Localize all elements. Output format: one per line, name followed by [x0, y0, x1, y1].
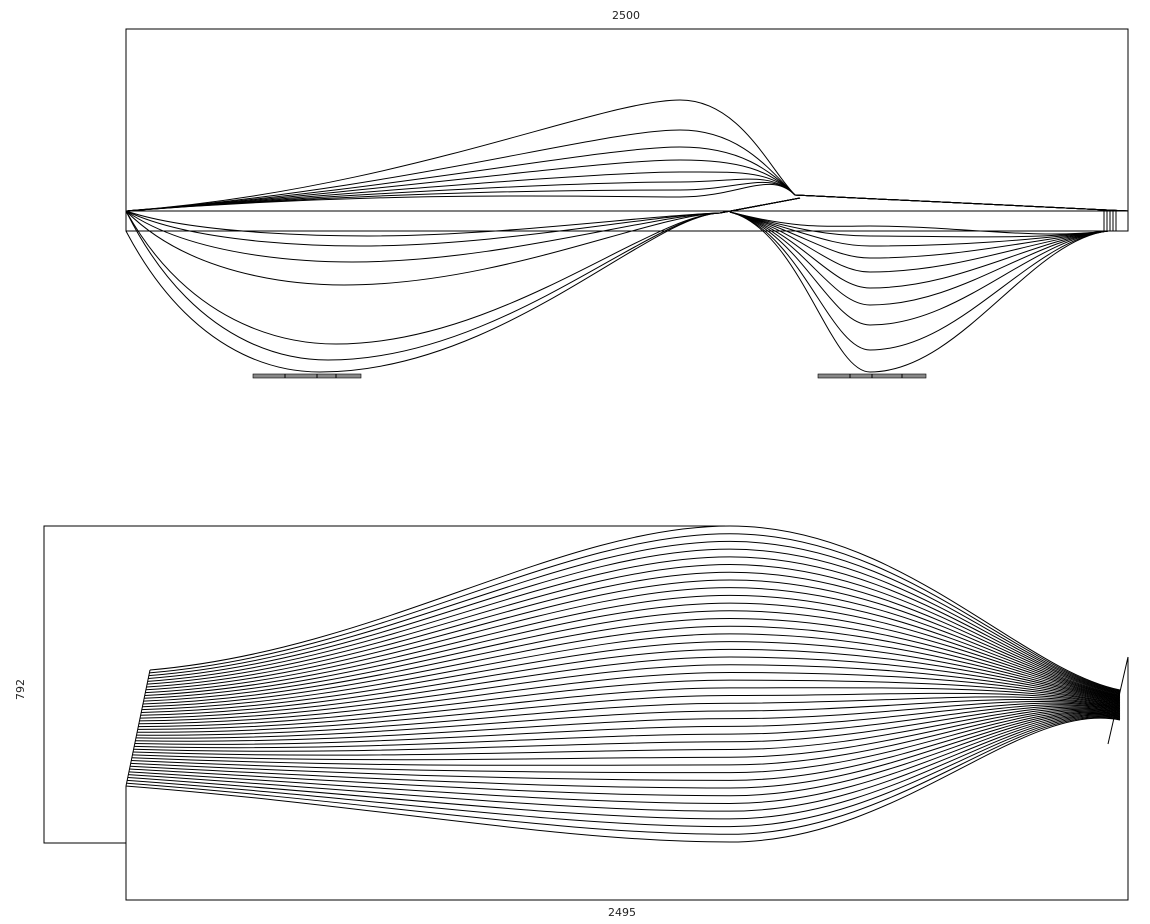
elevation-lower-curve: [125, 197, 801, 361]
elevation-right-curve: [729, 211, 1109, 247]
plan-frame-bottom: [125, 657, 1129, 901]
plan-curve: [138, 671, 1121, 725]
plan-curve: [135, 698, 1121, 739]
plan-curve: [130, 711, 1121, 789]
plan-curve: [147, 564, 1121, 695]
plan-view: [43, 525, 1129, 901]
elevation-lower-curves: [125, 197, 801, 373]
plan-curve: [127, 716, 1121, 828]
plan-curve: [145, 579, 1121, 696]
plan-curve: [145, 587, 1121, 697]
plan-curve: [144, 602, 1121, 699]
plan-curve: [148, 540, 1121, 692]
plan-slat-curves: [125, 525, 1121, 843]
elevation-lower-curve: [125, 197, 801, 263]
elevation-right-curve: [729, 211, 1109, 351]
left-base-plate: [252, 373, 362, 379]
elevation-right-curve: [729, 211, 1109, 326]
elevation-upper-curve: [125, 99, 1129, 212]
elevation-lower-curve: [125, 197, 801, 247]
plan-curve: [141, 633, 1121, 711]
elevation-right-curve: [729, 211, 1109, 306]
plan-curve: [136, 696, 1121, 736]
plan-curve: [147, 556, 1121, 694]
plan-curve: [128, 714, 1121, 812]
elevation-right-curve: [729, 211, 1109, 373]
plan-curve: [130, 710, 1121, 781]
plan-curve: [134, 704, 1121, 749]
elevation-upper-curve: [125, 159, 1129, 212]
plan-curve: [141, 641, 1121, 713]
plan-curve: [138, 679, 1121, 728]
plan-curve: [135, 700, 1121, 742]
plan-width-label: 2495: [608, 906, 636, 919]
elevation-upper-curve: [125, 171, 1129, 212]
plan-curve: [142, 625, 1121, 708]
plan-curve: [149, 533, 1121, 692]
elevation-upper-curve: [125, 178, 1129, 212]
elevation-upper-curve: [125, 129, 1129, 212]
plan-curve: [132, 707, 1121, 761]
plan-curve: [125, 717, 1121, 843]
plan-curve: [140, 656, 1121, 719]
plan-curve: [127, 715, 1121, 820]
right-base-plate: [817, 373, 927, 379]
plan-curve: [140, 648, 1121, 716]
elevation-upper-curve: [125, 181, 1129, 212]
plan-curve: [133, 705, 1121, 752]
elevation-lower-curve: [125, 197, 801, 373]
elevation-width-label: 2500: [612, 9, 640, 22]
elevation-right-curves: [729, 211, 1109, 373]
elevation-upper-curves: [125, 99, 1129, 231]
plan-curve: [129, 712, 1121, 797]
elevation-right-curve: [729, 211, 1109, 273]
elevation-right-curve: [729, 211, 1109, 289]
plan-curve: [133, 706, 1121, 756]
bench-end-cap: [1103, 211, 1117, 231]
plan-right-edge: [1107, 656, 1129, 745]
plan-curve: [128, 713, 1121, 804]
plan-curve: [131, 709, 1121, 774]
plan-curve: [143, 610, 1121, 702]
plan-curve: [149, 525, 1121, 691]
plan-curve: [126, 716, 1121, 835]
plan-curve: [137, 692, 1121, 733]
plan-curve: [146, 571, 1121, 695]
elevation-frame: [125, 28, 1129, 232]
plan-depth-label: 792: [14, 679, 27, 700]
elevation-upper-curve: [125, 146, 1129, 212]
elevation-right-curve: [729, 211, 1109, 259]
plan-curve: [148, 548, 1121, 693]
elevation-right-curve: [729, 211, 1109, 238]
elevation-lower-curve: [125, 197, 801, 237]
elevation-view: [125, 28, 1129, 379]
plan-frame-left: [43, 525, 725, 844]
plan-curve: [142, 617, 1121, 705]
plan-left-edge: [125, 669, 151, 787]
plan-curve: [144, 594, 1121, 698]
plan-curve: [134, 702, 1121, 745]
elevation-upper-curve: [125, 183, 1129, 212]
plan-curve: [131, 708, 1121, 766]
elevation-right-curve: [729, 211, 1109, 235]
elevation-lower-curve: [125, 197, 801, 345]
plan-curve: [137, 687, 1121, 730]
plan-curve: [139, 664, 1121, 722]
elevation-lower-curve: [125, 197, 801, 286]
